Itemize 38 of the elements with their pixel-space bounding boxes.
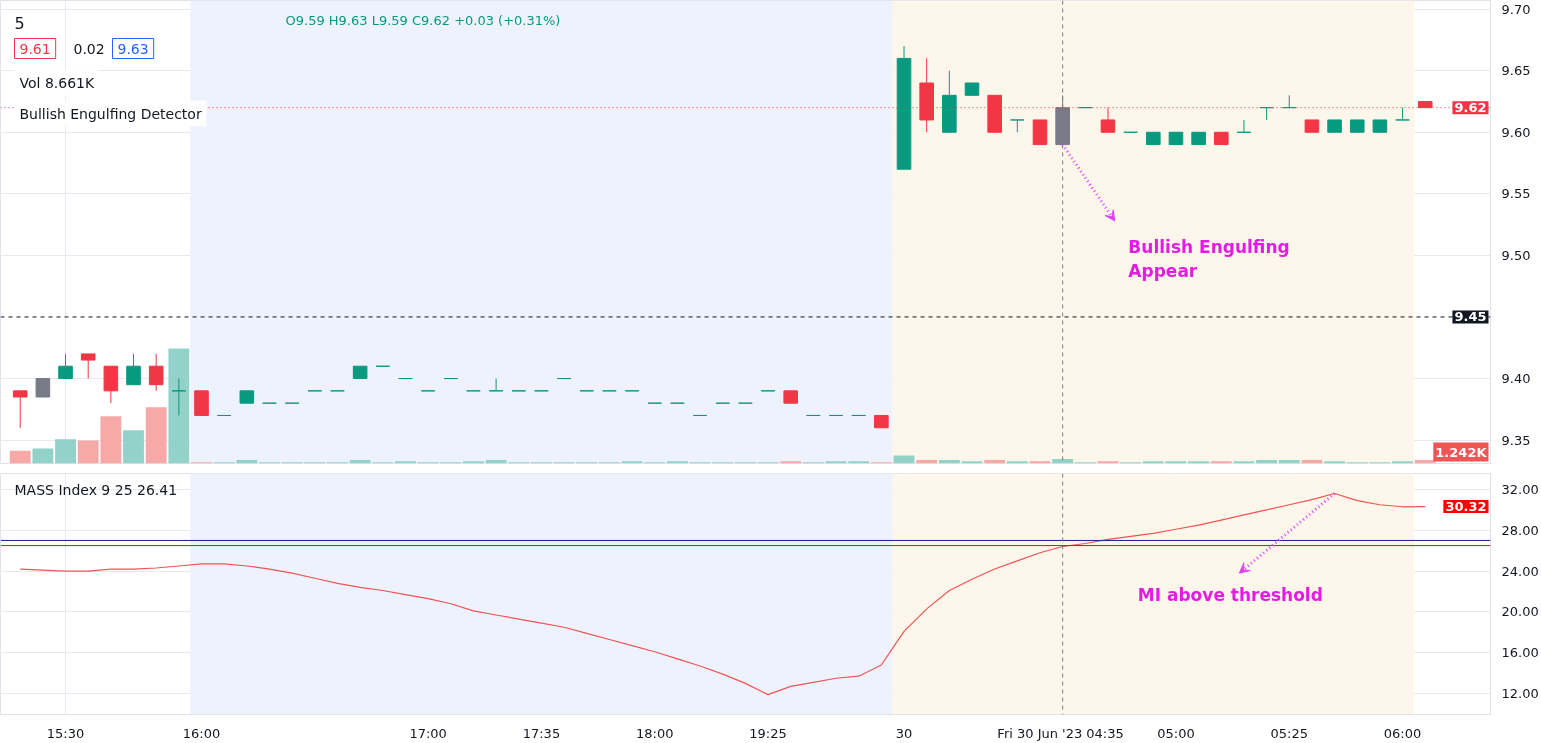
y-tick-label: 9.35 xyxy=(1501,432,1531,448)
text: 5 xyxy=(14,13,25,33)
ref-line-label: 9.62 xyxy=(1454,100,1487,116)
annotation: 9.63 xyxy=(117,40,149,57)
x-tick-label: 16:00 xyxy=(182,725,221,741)
y-tick-label: 9.70 xyxy=(1501,1,1531,17)
annotation: 0.02 xyxy=(73,40,105,57)
text: O9.59 H9.63 L9.59 C9.62 +0.03 (+0.31%) xyxy=(285,12,561,28)
x-tick-label: 17:35 xyxy=(522,725,561,741)
y-tick-label: 28.00 xyxy=(1501,522,1539,538)
x-tick-label: 19:25 xyxy=(749,725,787,741)
x-tick-label: 17:00 xyxy=(409,725,447,741)
x-tick-label: 05:00 xyxy=(1157,725,1195,741)
x-tick-label: 18:00 xyxy=(636,725,674,741)
annotation: Vol 8.661K xyxy=(19,74,95,91)
x-tick-label: 06:00 xyxy=(1383,725,1422,741)
x-tick-label: 15:30 xyxy=(46,725,85,741)
y-tick-label: 20.00 xyxy=(1501,604,1539,620)
y-tick-label: 12.00 xyxy=(1501,686,1539,702)
annotation: 9.61 xyxy=(19,40,51,57)
y-tick-label: 9.65 xyxy=(1501,63,1531,79)
ref-line-label: 9.45 xyxy=(1454,309,1487,325)
annotation: Bullish Engulfing Detector xyxy=(19,105,202,122)
annotation: MI above threshold xyxy=(1137,585,1323,606)
y-tick-label: 24.00 xyxy=(1501,563,1539,579)
annotation: MASS Index 9 25 26.41 xyxy=(14,481,178,498)
y-tick-label: 9.50 xyxy=(1501,247,1531,263)
x-tick-label: Fri 30 Jun '23 04:35 xyxy=(997,725,1124,741)
text: 30.32 xyxy=(1445,499,1487,515)
y-tick-label: 9.40 xyxy=(1501,371,1531,387)
y-tick-label: 9.55 xyxy=(1501,186,1531,202)
x-tick-label: 30 xyxy=(895,725,913,741)
y-tick-label: 9.60 xyxy=(1501,124,1531,140)
y-tick-label: 16.00 xyxy=(1501,645,1539,661)
x-tick-label: 05:25 xyxy=(1270,725,1308,741)
annotation: 1.242K xyxy=(1435,444,1488,460)
y-tick-label: 32.00 xyxy=(1501,481,1539,497)
annotation: Bullish Engulfing Appear xyxy=(1128,236,1290,281)
